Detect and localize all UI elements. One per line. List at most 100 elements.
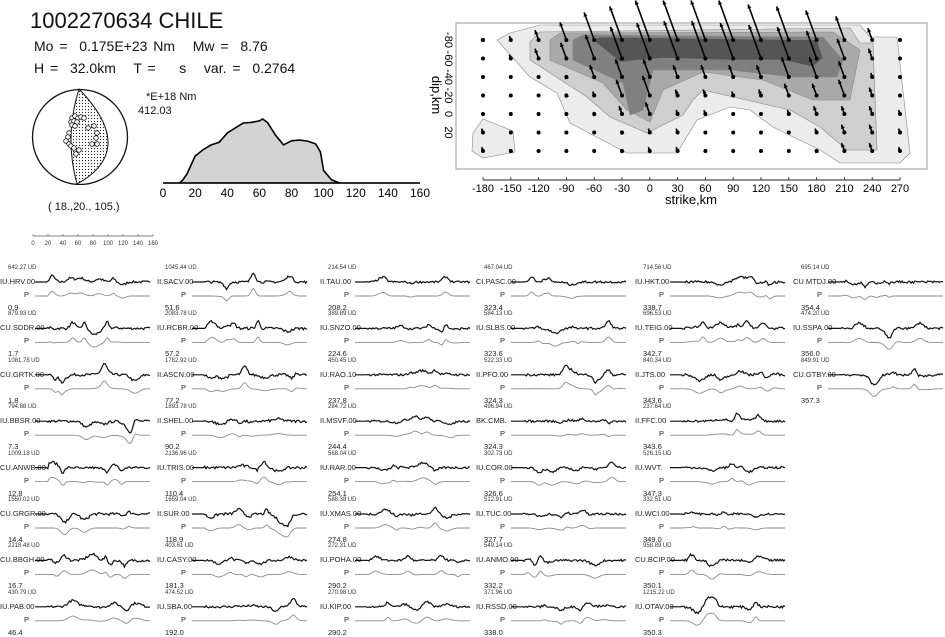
amplitude-label: 2136.96 <box>165 450 187 457</box>
subfault-node <box>786 130 791 135</box>
slip-vector-head <box>642 59 647 64</box>
observed-waveform <box>828 321 944 339</box>
observed-waveform <box>511 276 627 287</box>
amplitude-label: 403.61 <box>165 543 184 550</box>
azimuth-label: 347.3 <box>643 488 662 498</box>
amplitude-label: 2218.48 <box>8 543 30 550</box>
slip-vector <box>776 26 790 59</box>
observed-waveform <box>511 555 627 567</box>
subfault-node <box>564 149 569 153</box>
synthetic-waveform <box>511 336 626 347</box>
strike-tick-label: 60 <box>699 183 711 195</box>
phase-label: P <box>24 614 30 624</box>
synthetic-waveform <box>355 291 470 298</box>
slip-vector-head <box>609 26 614 32</box>
slip-vector-head <box>783 83 788 89</box>
subfault-node <box>481 75 485 79</box>
observed-waveform <box>670 552 786 568</box>
amplitude-label: 430.79 <box>8 589 27 596</box>
amplitude-unit: UD <box>188 450 197 457</box>
strike-axis-label: strike,km <box>665 192 717 207</box>
azimuth-label: 338.0 <box>484 627 503 637</box>
phase-label: P <box>659 290 665 299</box>
amplitude-label: 1215.22 <box>643 589 665 596</box>
subfault-node <box>731 130 736 135</box>
phase-label: P <box>344 568 350 578</box>
amplitude-unit: UD <box>662 543 672 550</box>
azimuth-label: 46.4 <box>8 627 23 637</box>
slip-vector-head <box>589 65 594 70</box>
station-name: CU.GTBY.00 <box>793 369 836 379</box>
amplitude-label: 1045.44 <box>165 265 187 271</box>
station-name: IU.COR.00 <box>476 462 513 472</box>
azimuth-label: 1.8 <box>8 395 19 405</box>
amplitude-label: 1782.92 <box>165 357 187 364</box>
strike-tick-label: 120 <box>752 183 770 195</box>
slip-vector-head <box>534 48 539 54</box>
slip-vector-head <box>690 0 695 5</box>
azimuth-label: 326.6 <box>484 488 503 498</box>
dip-tick-label: 0 <box>442 111 454 117</box>
synthetic-waveform <box>511 291 626 299</box>
synthetic-waveform <box>511 476 626 486</box>
slip-vector <box>718 0 734 41</box>
observed-waveform <box>192 319 308 334</box>
amplitude-unit: UD <box>503 589 513 596</box>
slip-vector-head <box>841 124 845 130</box>
scale-tick-label: 160 <box>148 241 159 247</box>
station-name: IU.RCBR.00 <box>157 323 199 333</box>
azimuth-label: 118.9 <box>165 535 184 544</box>
observed-waveform <box>355 323 471 333</box>
azimuth-label: 90.2 <box>165 442 180 452</box>
slip-vector-head <box>647 147 652 152</box>
amplitude-label: 584.13 <box>484 311 503 318</box>
amplitude-label: 302.73 <box>484 450 503 457</box>
station-name: CU.GRGR.00 <box>0 509 46 518</box>
amplitude-label: 332.51 <box>643 497 662 503</box>
subfault-node <box>592 149 597 153</box>
amplitude-label: 1081.78 <box>8 357 30 364</box>
slip-vector-head <box>813 106 817 111</box>
amplitude-unit: UD <box>662 497 672 503</box>
stf-tick-label: 140 <box>378 186 398 200</box>
observed-waveform <box>511 602 627 612</box>
dip-tick-label: 20 <box>442 126 454 138</box>
subfault-node <box>703 130 708 135</box>
station-name: BK.CMB. <box>476 416 507 426</box>
amplitude-label: 568.04 <box>328 450 347 457</box>
slip-vector <box>609 6 623 41</box>
amplitude-unit: UD <box>347 404 357 411</box>
azimuth-label: 244.4 <box>328 442 347 452</box>
amplitude-unit: UD <box>31 497 40 503</box>
observed-waveform <box>670 275 786 287</box>
synthetic-waveform <box>192 524 307 538</box>
slip-vector-head <box>841 106 845 111</box>
amplitude-label: 284.72 <box>328 404 347 411</box>
slip-vector-head <box>675 110 680 115</box>
phase-label: P <box>181 429 187 439</box>
amplitude-label: 714.56 <box>643 265 662 271</box>
slip-vector-head <box>815 149 820 154</box>
phase-label: P <box>817 382 823 392</box>
azimuth-label: 342.7 <box>643 349 662 359</box>
phase-label: P <box>344 382 350 392</box>
slip-vector-head <box>781 57 785 62</box>
phase-label: P <box>659 475 665 485</box>
slip-vector-head <box>747 4 752 9</box>
phase-label: P <box>344 614 350 624</box>
strike-tick-label: -60 <box>586 183 602 195</box>
slip-vector <box>719 22 734 59</box>
observed-waveform <box>670 412 786 424</box>
phase-label: P <box>659 382 665 392</box>
slip-vector-head <box>675 128 680 133</box>
amplitude-label: 474.20 <box>801 311 820 318</box>
station-name: CU.SDDR.00 <box>0 323 45 333</box>
amplitude-unit: UD <box>503 543 513 550</box>
amplitude-unit: UD <box>662 311 672 318</box>
slip-vector-head <box>644 102 649 107</box>
slip-vector <box>584 34 595 59</box>
amplitude-label: 849.91 <box>801 357 820 364</box>
station-name: II.JTS.00 <box>635 369 666 379</box>
slip-vector-head <box>534 30 539 35</box>
synthetic-waveform <box>35 477 150 486</box>
